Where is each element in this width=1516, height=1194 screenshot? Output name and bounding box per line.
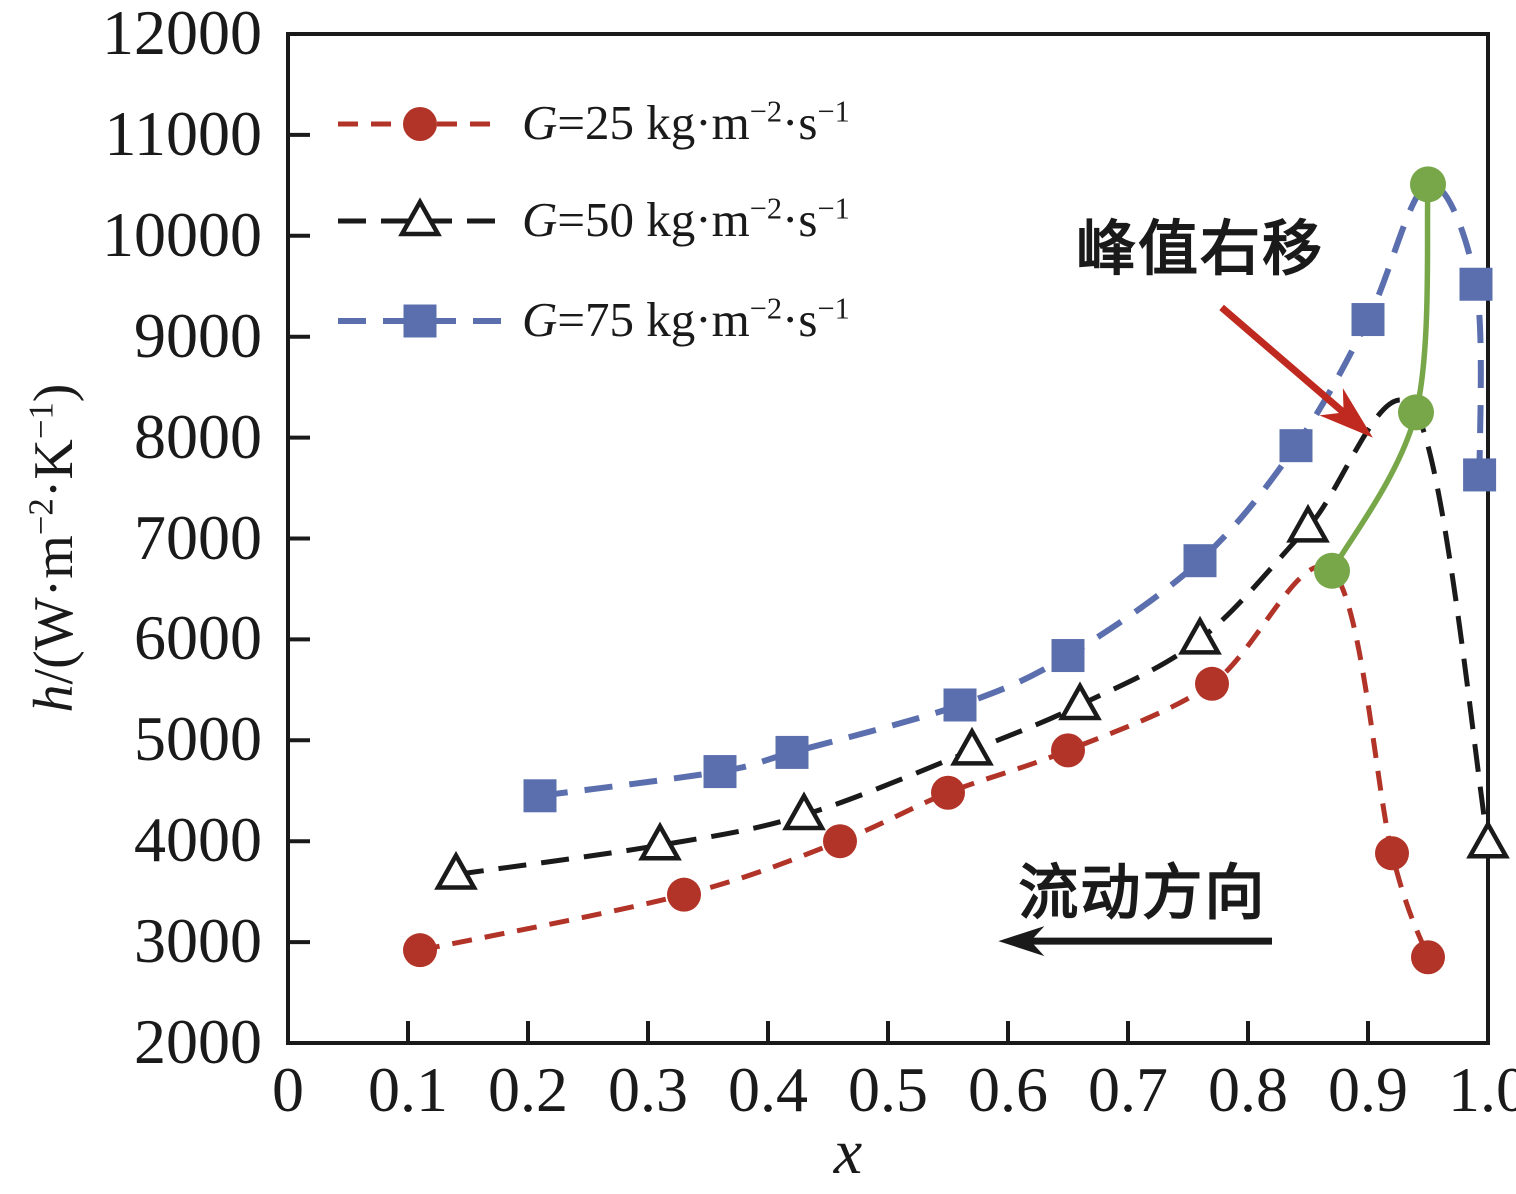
series-marker-2: [782, 791, 826, 831]
series-marker-3: [943, 688, 977, 722]
peak-connector-line: [1329, 184, 1431, 573]
x-tick-label: 0.4: [728, 1054, 808, 1125]
series-marker-3: [523, 779, 557, 813]
flow-arrow-head: [998, 926, 1045, 957]
y-tick-label: 4000: [134, 804, 262, 876]
series-marker-1: [667, 877, 701, 912]
series-marker-3: [703, 755, 737, 789]
x-tick-label: 0.1: [368, 1054, 448, 1125]
series-marker-2: [434, 850, 478, 890]
series-marker-3: [1051, 639, 1085, 673]
legend-item-g50: G=50 kg·m−2·s−1: [522, 191, 850, 247]
series-marker-3: [775, 735, 809, 769]
y-tick-label: 3000: [134, 905, 262, 977]
x-tick-label: 0.9: [1328, 1054, 1408, 1125]
y-tick-label: 2000: [134, 1006, 262, 1077]
series-marker-3: [1463, 458, 1497, 492]
y-axis-variable: h: [23, 684, 85, 713]
peak-marker: [1398, 394, 1434, 431]
x-tick-label: 0.8: [1208, 1054, 1288, 1125]
series-marker-1: [403, 933, 437, 968]
series-marker-2: [950, 726, 994, 766]
series-marker-1: [1195, 666, 1229, 701]
x-tick-label: 0.6: [968, 1054, 1048, 1125]
legend-marker-3: [403, 304, 437, 338]
series-marker-2: [1178, 615, 1222, 655]
series-marker-2: [1058, 681, 1102, 721]
peak-arrow-shaft: [1219, 304, 1351, 419]
y-tick-label: 12000: [102, 0, 262, 68]
series-marker-1: [1375, 836, 1409, 871]
series-marker-2: [638, 821, 682, 861]
x-tick-label: 0.7: [1088, 1054, 1168, 1125]
x-tick-label: 1.0: [1448, 1054, 1516, 1125]
series-marker-1: [1051, 733, 1085, 768]
annotation-flow-direction: 流动方向: [1018, 860, 1267, 927]
series-marker-3: [1351, 303, 1385, 337]
series-marker-3: [1279, 429, 1313, 463]
x-tick-label: 0.2: [488, 1054, 568, 1125]
y-tick-label: 11000: [104, 97, 262, 169]
series-marker-2: [1466, 819, 1510, 859]
y-tick-label: 8000: [134, 400, 262, 472]
series-marker-3: [1183, 544, 1217, 578]
legend-marker-1: [403, 107, 437, 141]
y-tick-label: 9000: [134, 299, 262, 371]
y-tick-label: 7000: [134, 501, 262, 573]
y-tick-label: 6000: [134, 602, 262, 674]
legend-item-g75: G=75 kg·m−2·s−1: [522, 291, 850, 347]
legend-item-g25: G=25 kg·m−2·s−1: [522, 94, 850, 150]
legend-marker-2: [398, 197, 442, 237]
series-marker-2: [1286, 503, 1330, 543]
y-tick-label: 5000: [134, 703, 262, 775]
series-line-3: [539, 181, 1484, 799]
series-line-1: [419, 563, 1431, 959]
x-tick-label: 0: [272, 1054, 304, 1125]
annotation-peak-shift-right: 峰值右移: [1076, 216, 1324, 283]
series-line-2: [455, 397, 1491, 877]
x-tick-label: 0.5: [848, 1054, 928, 1125]
series-marker-1: [1411, 940, 1445, 975]
peak-marker: [1410, 166, 1446, 203]
x-axis-label: x: [833, 1116, 863, 1187]
peak-arrow-head: [1319, 388, 1373, 438]
series-marker-1: [823, 824, 857, 859]
y-tick-label: 10000: [102, 198, 262, 270]
x-tick-label: 0.3: [608, 1054, 688, 1125]
y-axis-label: h/(W·m−2·K−1): [21, 383, 85, 713]
series-marker-3: [1459, 267, 1493, 301]
series-marker-1: [931, 775, 965, 810]
peak-marker: [1314, 552, 1350, 589]
